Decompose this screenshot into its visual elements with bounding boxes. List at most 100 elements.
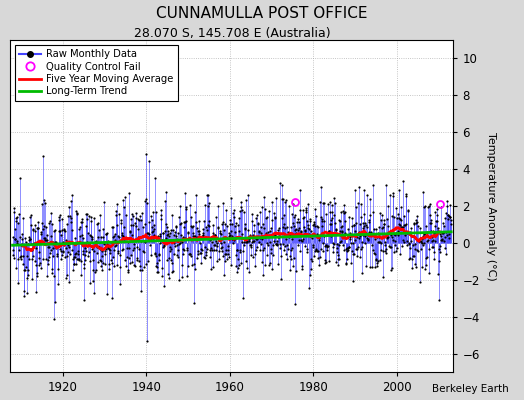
Point [379,223,387,230]
Point [335,242,343,249]
Point [307,256,315,262]
Point [314,248,323,254]
Point [43,272,51,279]
Point [79,251,88,257]
Point [420,231,428,238]
Point [275,225,283,232]
Point [324,243,332,250]
Point [44,244,52,251]
Point [20,266,29,273]
Point [47,247,55,254]
Point [129,222,137,228]
Point [273,242,281,248]
Point [228,232,236,239]
Point [301,227,309,233]
Point [294,224,303,231]
Point [271,240,280,247]
Point [48,270,56,276]
Point [292,219,301,225]
Point [38,256,47,262]
Point [94,258,102,265]
Point [265,233,274,240]
Point [117,217,125,223]
Point [33,224,41,231]
Point [80,297,89,303]
Point [432,211,441,218]
Point [114,250,122,256]
Point [299,236,308,242]
Point [379,220,388,227]
Point [443,198,452,204]
Point [433,206,441,212]
Point [255,238,264,245]
Point [163,256,171,263]
Point [76,224,84,231]
Point [190,261,198,267]
Point [149,222,158,228]
Point [263,240,271,246]
Point [267,225,276,231]
Point [287,224,295,230]
Point [417,238,425,244]
Point [410,246,419,252]
Point [237,204,245,210]
Point [266,260,274,266]
Point [425,200,434,207]
Point [131,219,139,226]
Point [444,216,453,222]
Point [313,223,321,230]
Point [166,244,174,250]
Point [176,240,184,246]
Point [388,234,396,240]
Point [431,238,439,244]
Point [94,243,103,250]
Point [184,230,192,236]
Point [319,200,328,206]
Point [123,239,132,245]
Point [356,201,365,207]
Point [307,266,315,272]
Point [103,241,111,247]
Point [35,248,43,255]
Point [330,241,339,247]
Point [344,247,353,253]
Point [345,244,353,250]
Point [189,229,197,236]
Point [262,214,270,221]
Point [292,230,301,236]
Point [361,219,369,226]
Point [441,215,450,222]
Point [362,222,370,228]
Point [369,226,378,232]
Point [402,238,411,244]
Point [353,252,361,259]
Point [45,219,53,226]
Point [435,246,443,252]
Point [332,258,341,265]
Point [344,245,352,251]
Point [263,252,271,258]
Point [277,253,286,260]
Point [117,230,126,237]
Point [436,248,444,255]
Point [297,228,305,234]
Point [103,244,112,250]
Point [256,209,264,215]
Point [217,240,225,246]
Point [200,254,208,260]
Point [295,219,303,225]
Point [386,267,395,274]
Point [135,258,143,264]
Point [380,242,389,248]
Point [204,218,213,224]
Point [445,213,453,219]
Point [51,238,59,245]
Point [74,256,83,262]
Point [226,217,235,224]
Point [196,260,205,266]
Point [255,234,264,241]
Point [54,281,62,288]
Point [111,243,119,250]
Point [274,226,282,233]
Point [375,239,384,246]
